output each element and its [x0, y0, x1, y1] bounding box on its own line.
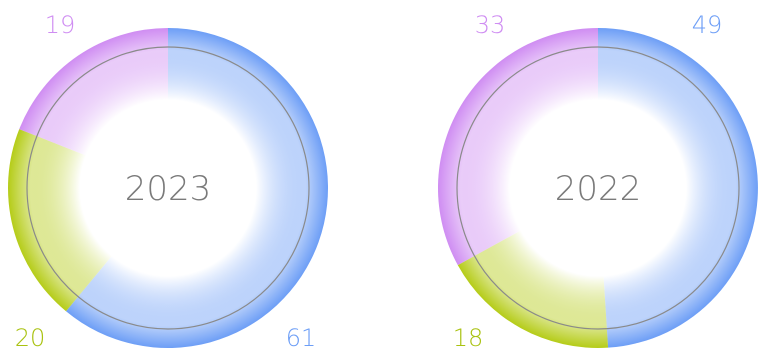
donut-2023-slice-purple [19, 28, 168, 188]
donut-2022-label-blue: 49 [692, 11, 723, 39]
donut-2023-inner-ring [26, 46, 310, 330]
donut-2023-label-blue: 61 [286, 324, 317, 350]
donut-chart-2022: 2022 33 49 18 [437, 11, 758, 350]
donut-2022-slice-blue [598, 28, 758, 348]
donut-2023-label-purple: 19 [45, 11, 76, 39]
donut-2022-label-green: 18 [453, 324, 484, 350]
donut-2022-label-purple: 33 [475, 11, 506, 39]
donut-2023-slice-blue [66, 28, 329, 348]
donut-2022-center-label: 2022 [555, 169, 642, 209]
donut-2022-inner-ring [456, 46, 740, 330]
donut-2023-center-label: 2023 [125, 169, 212, 209]
donut-2022-slice-purple [437, 28, 598, 266]
donut-2023-label-green: 20 [15, 324, 46, 350]
donut-chart-2023: 2023 19 20 61 [8, 11, 329, 350]
donut-2022-slice-green [457, 188, 609, 348]
donut-2023-slice-green [8, 129, 169, 312]
donut-2022-slices [437, 28, 758, 348]
donut-2023-slices [8, 28, 329, 348]
